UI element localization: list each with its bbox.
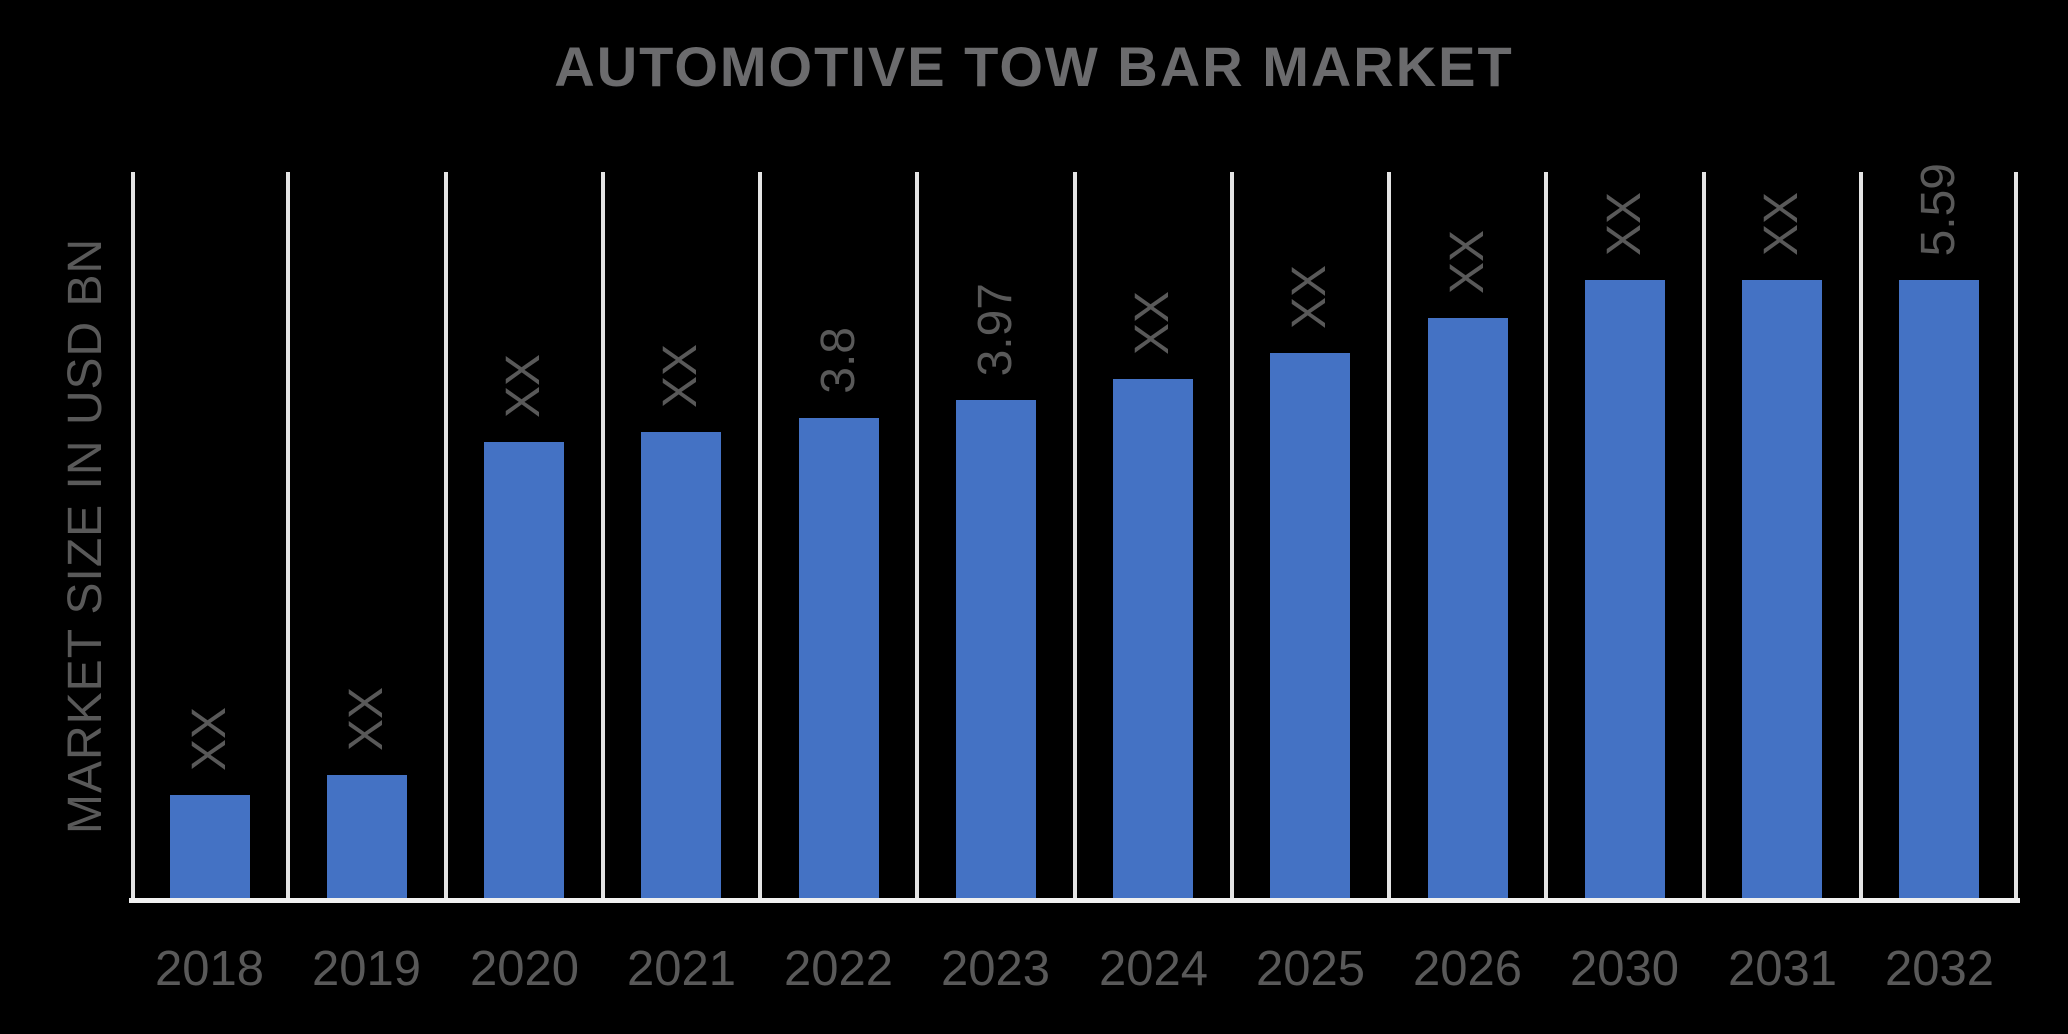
x-axis-label-2025: 2025: [1255, 942, 1365, 996]
bar-2031: [1742, 280, 1822, 900]
bar-2020: [484, 442, 564, 900]
y-axis-title: MARKET SIZE IN USD BN: [59, 237, 112, 835]
gridline: [758, 172, 762, 900]
bar-2026: [1428, 318, 1508, 900]
gridline: [1859, 172, 1863, 900]
x-axis-label-2020: 2020: [469, 942, 579, 996]
x-axis-label-2030: 2030: [1569, 942, 1679, 996]
bar-2021: [641, 432, 721, 900]
bar-2025: [1270, 353, 1350, 900]
bar-value-label-2023: 3.97: [969, 282, 1022, 376]
bar-2024: [1113, 379, 1193, 900]
gridline: [915, 172, 919, 900]
gridline: [286, 172, 290, 900]
x-axis-label-2024: 2024: [1098, 942, 1208, 996]
x-axis-label-2023: 2023: [940, 942, 1050, 996]
x-axis-label-2019: 2019: [311, 942, 421, 996]
bar-2019: [327, 775, 407, 900]
bar-value-label-2021: XX: [654, 343, 707, 408]
gridline: [1702, 172, 1706, 900]
gridline: [1387, 172, 1391, 900]
x-axis-label-2022: 2022: [783, 942, 893, 996]
gridline: [1073, 172, 1077, 900]
gridline: [2014, 172, 2018, 900]
bar-value-label-2020: XX: [497, 353, 550, 418]
chart-title: AUTOMOTIVE TOW BAR MARKET: [554, 35, 1514, 98]
bar-2023: [956, 400, 1036, 900]
bar-value-label-2026: XX: [1441, 229, 1494, 294]
bar-2030: [1585, 280, 1665, 900]
bar-value-label-2030: XX: [1598, 191, 1651, 256]
x-axis-line: [129, 898, 2020, 903]
bar-value-label-2032: 5.59: [1912, 162, 1965, 256]
bar-2018: [170, 795, 250, 900]
x-axis-label-2026: 2026: [1412, 942, 1522, 996]
plot-area: XX XX XX XX 3.8 3.97 XX XX XX XX XX 5.59: [131, 163, 2018, 900]
gridline: [444, 172, 448, 900]
x-axis-label-2032: 2032: [1884, 942, 1994, 996]
x-axis-label-2021: 2021: [626, 942, 736, 996]
bar-2032: [1899, 280, 1979, 900]
bar-value-label-2019: XX: [340, 686, 393, 751]
bar-value-label-2022: 3.8: [812, 327, 865, 394]
bar-value-label-2031: XX: [1755, 191, 1808, 256]
bar-value-label-2024: XX: [1126, 290, 1179, 355]
x-axis-label-2018: 2018: [154, 942, 264, 996]
bar-2022: [799, 418, 879, 900]
bar-value-label-2025: XX: [1283, 264, 1336, 329]
gridline: [1544, 172, 1548, 900]
gridline: [601, 172, 605, 900]
gridline: [131, 172, 135, 900]
gridline: [1230, 172, 1234, 900]
bar-value-label-2018: XX: [183, 706, 236, 771]
x-axis-label-2031: 2031: [1727, 942, 1837, 996]
